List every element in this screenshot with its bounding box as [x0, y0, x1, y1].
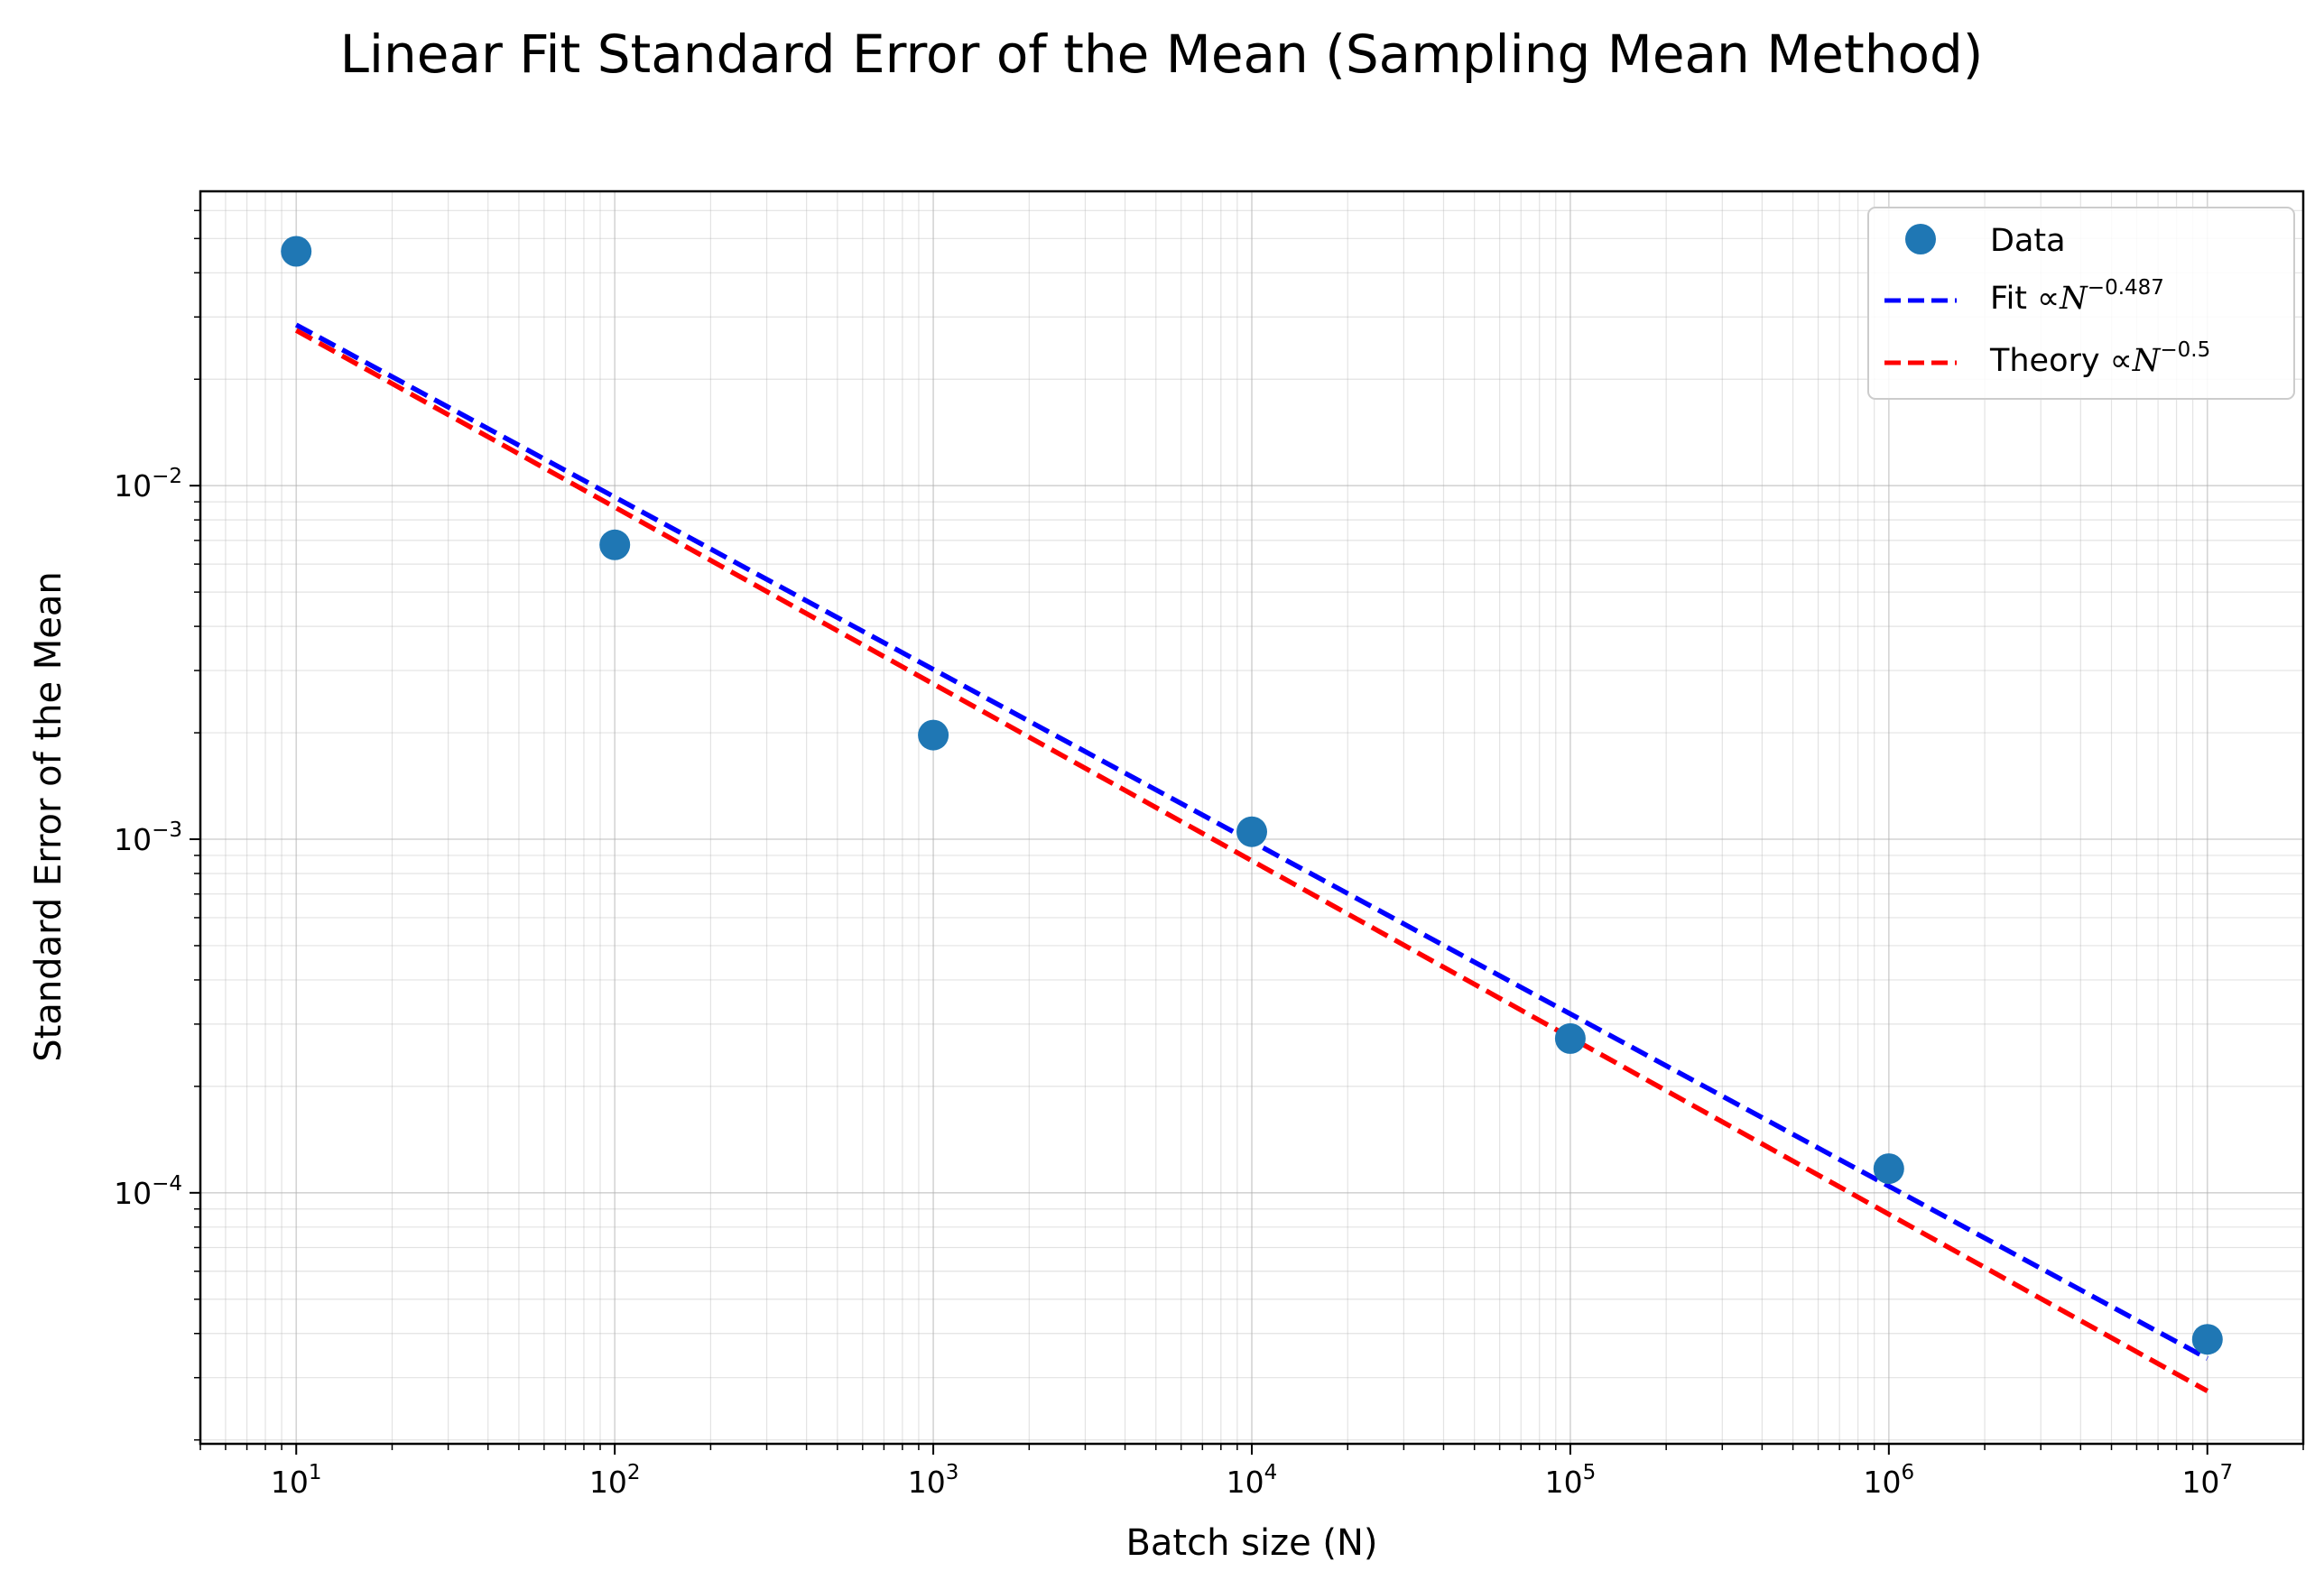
legend-fit-exponent: −0.487	[2088, 276, 2164, 300]
x-tick-base: 10	[271, 1465, 309, 1500]
legend-box	[1867, 207, 2295, 400]
x-tick-base: 10	[1864, 1465, 1902, 1500]
x-tick-label: 103	[908, 1461, 959, 1500]
y-tick-label: 10−3	[114, 818, 182, 857]
y-axis-ticks: 10−410−310−2	[114, 209, 200, 1441]
x-tick-exponent: 7	[2219, 1461, 2233, 1484]
legend-fit-var: N	[2059, 281, 2088, 317]
y-axis-label: Standard Error of the Mean	[28, 571, 69, 1062]
legend-marker-data	[1905, 224, 1936, 254]
series-line-theory	[294, 328, 2209, 1393]
chart-title: Linear Fit Standard Error of the Mean (S…	[340, 23, 1984, 85]
data-point	[599, 529, 631, 560]
data-point	[1236, 816, 1267, 847]
data-point	[2191, 1324, 2223, 1355]
data-point	[281, 236, 312, 267]
legend-theory-prefix: Theory ∝	[1989, 343, 2133, 379]
y-tick-base: 10	[114, 1176, 152, 1211]
x-axis-ticks: 101 102 103 104 105 106 107	[199, 1444, 2304, 1500]
grid-major	[200, 191, 2303, 1444]
y-tick-exponent: −3	[152, 818, 182, 842]
x-tick-label: 105	[1545, 1461, 1597, 1500]
x-axis-label: Batch size (N)	[1125, 1522, 1377, 1564]
legend-label-fit: Fit ∝N−0.487	[1990, 276, 2164, 317]
x-tick-label: 104	[1227, 1461, 1278, 1500]
y-tick-label: 10−2	[114, 465, 182, 504]
y-tick-base: 10	[114, 468, 152, 504]
x-tick-exponent: 5	[1583, 1461, 1597, 1484]
x-tick-base: 10	[589, 1465, 627, 1500]
series-markers	[281, 236, 2223, 1355]
y-tick-label: 10−4	[114, 1172, 182, 1211]
y-tick-exponent: −4	[152, 1172, 182, 1196]
y-tick-base: 10	[114, 822, 152, 857]
x-tick-base: 10	[1227, 1465, 1264, 1500]
data-point	[1554, 1022, 1586, 1054]
x-tick-label: 106	[1864, 1461, 1915, 1500]
x-tick-base: 10	[2181, 1465, 2219, 1500]
x-tick-label: 107	[2181, 1461, 2233, 1500]
x-tick-exponent: 1	[309, 1461, 322, 1484]
x-tick-base: 10	[908, 1465, 946, 1500]
x-tick-label: 101	[271, 1461, 322, 1500]
legend-label-theory: Theory ∝N−0.5	[1989, 338, 2210, 379]
legend-theory-var: N	[2132, 343, 2162, 379]
legend-theory-exponent: −0.5	[2160, 338, 2210, 362]
legend-label-data: Data	[1990, 223, 2066, 259]
x-tick-exponent: 4	[1264, 1461, 1278, 1484]
data-point	[918, 719, 949, 751]
data-point	[1873, 1153, 1904, 1185]
x-tick-label: 102	[589, 1461, 641, 1500]
y-tick-exponent: −2	[152, 465, 182, 488]
legend-fit-prefix: Fit ∝	[1990, 281, 2060, 317]
x-tick-exponent: 2	[627, 1461, 641, 1484]
x-tick-exponent: 3	[946, 1461, 959, 1484]
legend: Data Fit ∝N−0.487 Theory ∝N−0.5	[1867, 207, 2295, 400]
x-tick-base: 10	[1545, 1465, 1583, 1500]
x-tick-exponent: 6	[1902, 1461, 1915, 1484]
